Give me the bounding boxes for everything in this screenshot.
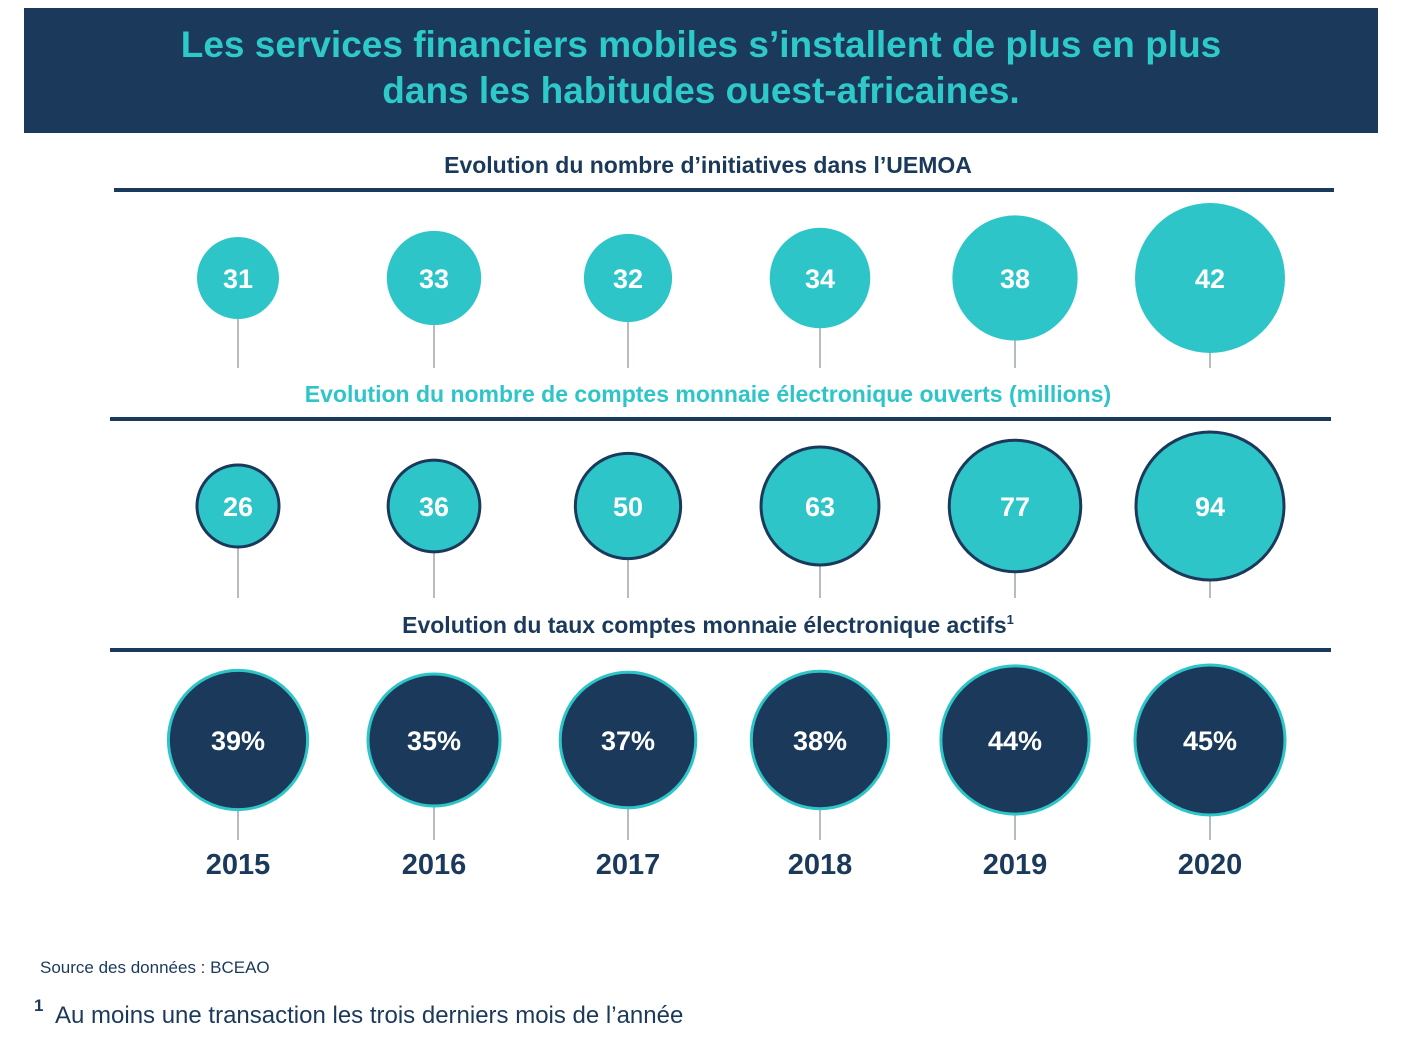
bubble-2018 (769, 227, 871, 329)
bubble-value-label: 35% (407, 726, 461, 756)
bubble-value-label: 38 (1000, 264, 1030, 294)
bubble-value-label: 94 (1195, 492, 1225, 522)
bubble-value-label: 26 (223, 492, 253, 522)
footnote-text: Au moins une transaction les trois derni… (55, 1002, 684, 1029)
title-banner: Les services financiers mobiles s’instal… (24, 8, 1378, 133)
page-title: Les services financiers mobiles s’instal… (24, 22, 1378, 114)
bubble-2017 (558, 670, 698, 810)
bubble-2015 (195, 463, 281, 549)
bubble-value-label: 34 (805, 264, 835, 294)
bubble-value-label: 77 (1000, 492, 1030, 522)
year-label-2015: 2015 (206, 849, 271, 881)
year-label-2018: 2018 (788, 849, 853, 881)
bubble-2020 (1135, 203, 1285, 353)
bubble-2018 (749, 669, 891, 811)
bubble-2019 (952, 215, 1078, 341)
bubble-value-label: 44% (988, 726, 1042, 756)
bubble-value-label: 33 (419, 264, 449, 294)
bubble-value-label: 39% (211, 726, 265, 756)
bubble-value-label: 45% (1183, 726, 1237, 756)
bubble-value-label: 37% (601, 726, 655, 756)
year-label-2016: 2016 (402, 849, 467, 881)
source-note: Source des données : BCEAO (40, 958, 270, 977)
bubble-value-label: 42 (1195, 264, 1225, 294)
bubble-2016 (386, 230, 482, 326)
year-label-2019: 2019 (983, 849, 1048, 881)
row-title: Evolution du taux comptes monnaie électr… (402, 612, 1014, 638)
bubble-2018 (759, 445, 881, 567)
footnote-superscript: 1 (1007, 612, 1014, 627)
year-label-2017: 2017 (596, 849, 661, 881)
bubble-value-label: 32 (613, 264, 643, 294)
row-title: Evolution du nombre d’initiatives dans l… (444, 152, 972, 178)
row-1: Evolution du nombre d’initiatives dans l… (114, 152, 1334, 368)
bubble-2015 (197, 237, 279, 319)
bubble-2017 (583, 233, 673, 323)
footnote-marker: 1 (34, 996, 44, 1015)
bubble-value-label: 38% (793, 726, 847, 756)
bubble-2020 (1134, 430, 1286, 582)
bubble-2016 (366, 672, 502, 808)
bubble-value-label: 50 (613, 492, 643, 522)
bubble-2017 (573, 451, 683, 561)
bubble-2019 (939, 664, 1091, 816)
bubble-value-label: 36 (419, 492, 449, 522)
bubble-value-label: 31 (223, 264, 253, 294)
bubble-2019 (947, 438, 1083, 574)
row-3: Evolution du taux comptes monnaie électr… (110, 612, 1331, 840)
bubble-2016 (386, 458, 482, 554)
title-line-1: Les services financiers mobiles s’instal… (180, 24, 1222, 65)
row-title: Evolution du nombre de comptes monnaie é… (305, 381, 1111, 407)
year-label-2020: 2020 (1178, 849, 1243, 881)
title-line-2: dans les habitudes ouest-africaines. (382, 70, 1020, 111)
bubble-2015 (166, 668, 310, 812)
bubble-value-label: 63 (805, 492, 835, 522)
year-axis: 2015 2016 2017 2018 2019 2020 (206, 849, 1243, 881)
bubble-2020 (1133, 663, 1287, 817)
row-2: Evolution du nombre de comptes monnaie é… (110, 381, 1331, 598)
